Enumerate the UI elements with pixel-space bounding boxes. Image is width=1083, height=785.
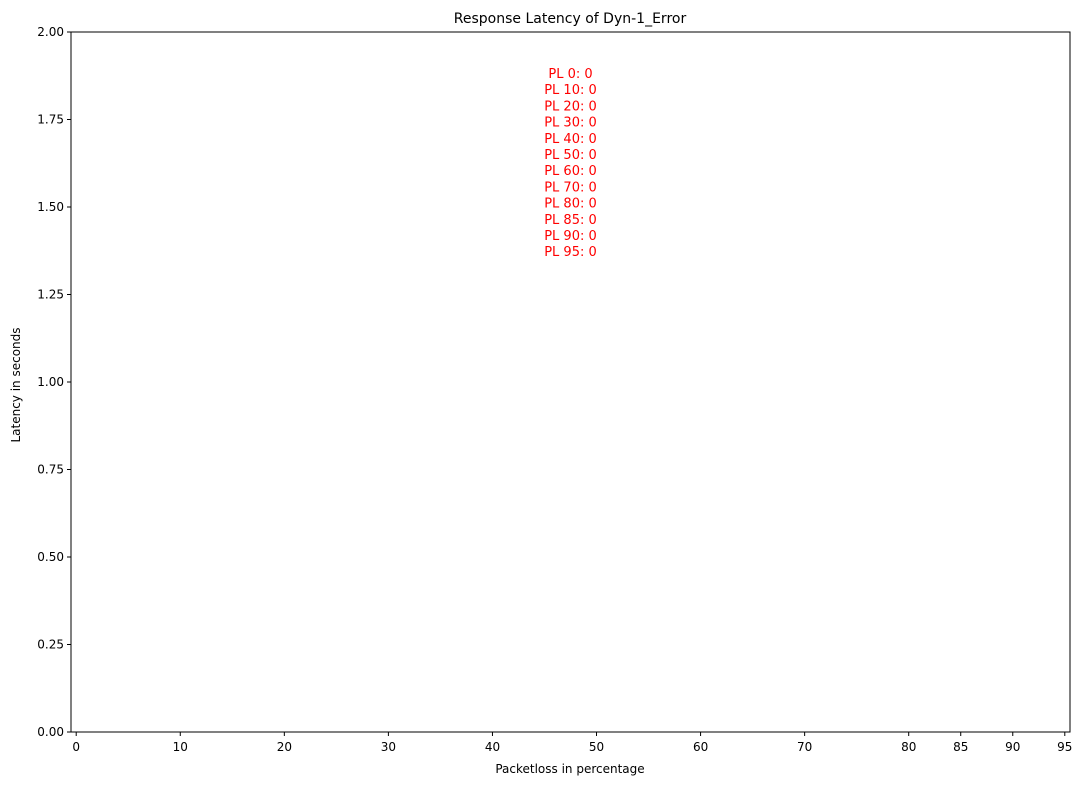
x-axis: 0 10 20 30 40 50 60 70 80 85 90 95	[72, 732, 1072, 754]
x-tick-label: 30	[381, 740, 396, 754]
annotation-label: PL 10: 0	[544, 83, 597, 98]
x-tick-label: 0	[72, 740, 80, 754]
x-tick-label: 10	[173, 740, 188, 754]
x-tick-label: 20	[277, 740, 292, 754]
annotation-label: PL 50: 0	[544, 148, 597, 163]
annotation-label: PL 95: 0	[544, 245, 597, 260]
y-axis-label: Latency in seconds	[9, 327, 23, 442]
x-tick-label: 85	[953, 740, 968, 754]
x-tick-label: 60	[693, 740, 708, 754]
y-tick-label: 0.25	[37, 638, 64, 652]
y-tick-label: 2.00	[37, 25, 64, 39]
y-tick-label: 1.50	[37, 200, 64, 214]
annotation-label: PL 90: 0	[544, 229, 597, 244]
y-axis: 0.00 0.25 0.50 0.75 1.00 1.25 1.50 1.75 2.00	[37, 25, 71, 739]
annotation-label: PL 60: 0	[544, 164, 597, 179]
y-tick-label: 0.75	[37, 463, 64, 477]
annotation-label: PL 85: 0	[544, 213, 597, 228]
y-tick-label: 1.00	[37, 375, 64, 389]
annotations: PL 0: 0PL 10: 0PL 20: 0PL 30: 0PL 40: 0P…	[544, 67, 597, 260]
annotation-label: PL 70: 0	[544, 180, 597, 195]
annotation-label: PL 30: 0	[544, 116, 597, 131]
x-axis-label: Packetloss in percentage	[495, 762, 644, 776]
x-tick-label: 70	[797, 740, 812, 754]
y-tick-label: 0.00	[37, 725, 64, 739]
chart-title: Response Latency of Dyn-1_Error	[454, 11, 687, 27]
y-tick-label: 1.25	[37, 288, 64, 302]
annotation-label: PL 80: 0	[544, 197, 597, 212]
x-tick-label: 95	[1057, 740, 1072, 754]
plot-frame	[70, 31, 1071, 733]
annotation-label: PL 20: 0	[544, 99, 597, 114]
y-tick-label: 0.50	[37, 550, 64, 564]
y-tick-label: 1.75	[37, 113, 64, 127]
x-tick-label: 50	[589, 740, 604, 754]
x-tick-label: 90	[1005, 740, 1020, 754]
annotation-label: PL 0: 0	[548, 67, 592, 82]
x-tick-label: 40	[485, 740, 500, 754]
x-tick-label: 80	[901, 740, 916, 754]
annotation-label: PL 40: 0	[544, 132, 597, 147]
